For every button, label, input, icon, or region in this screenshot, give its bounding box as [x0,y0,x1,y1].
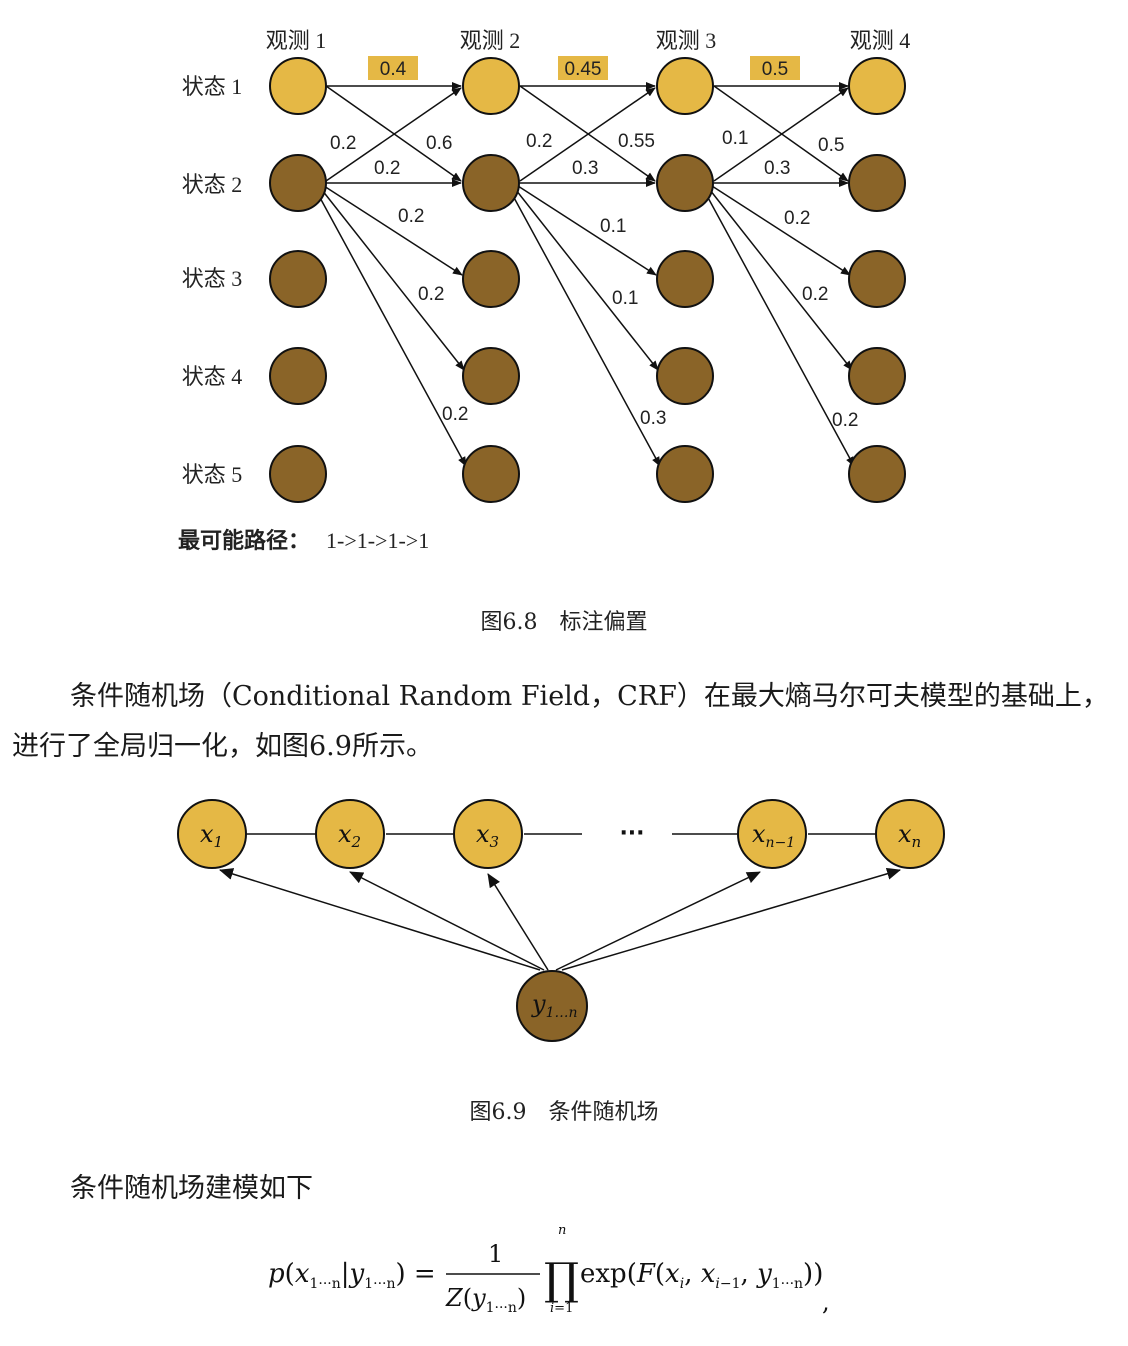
edge-label: 0.1 [722,128,748,149]
state-node [656,250,714,308]
edge-label: 0.1 [612,288,638,309]
paragraph: 条件随机场（Conditional Random Field，CRF）在最大熵马… [12,681,1109,762]
observation-label: 观测 1 [266,28,327,53]
state-node [656,445,714,503]
state-node [848,250,906,308]
figure-caption: 图6.8 标注偏置 [480,610,648,635]
dependency-arrow [349,871,545,971]
edge-arrow [713,85,849,182]
state-node [462,250,520,308]
edge-arrow [317,193,467,467]
highlight-label: 0.45 [565,59,602,80]
highlight-label: 0.5 [762,59,788,80]
edge-arrow [519,85,656,182]
path-value: 1->1->1->1 [326,528,429,553]
x-node [453,799,523,869]
edge-arrow [323,185,463,276]
state-node-gold [462,57,520,115]
state-node [656,347,714,405]
edge-arrow [711,185,851,276]
highlight-box [558,56,608,80]
state-node-gold [269,57,327,115]
svg-text:n: n [558,1223,566,1238]
svg-text:exp(F(xi, xi−1, y1···n)): exp(F(xi, xi−1, y1···n)) [580,1259,823,1292]
state-node [462,347,520,405]
ellipsis: ··· [619,821,644,846]
svg-text:p(x1···n|y1···n) =: p(x1···n|y1···n) = [268,1259,436,1292]
x-node [315,799,385,869]
edge-arrow [321,189,465,371]
edge-arrow [705,193,855,467]
svg-text:Z(y1···n): Z(y1···n) [445,1284,526,1316]
x-node [737,799,807,869]
svg-text:∏: ∏ [544,1254,579,1305]
edge-arrow [511,193,661,467]
state-label: 状态 2 [182,172,243,197]
path-label: 最可能路径： [178,528,310,553]
state-label: 状态 1 [182,74,243,99]
edge-arrow [515,189,659,371]
dependency-arrow [561,867,901,971]
figure-6-8-diagram: 观测 1 观测 2 观测 3 观测 4 状态 1 状态 2 状态 3 状态 4 … [178,28,911,553]
observation-label: 观测 3 [656,28,717,53]
x-node [875,799,945,869]
y-node [516,970,588,1042]
edge-label: 0.2 [802,284,828,305]
state-node [269,347,327,405]
svg-text:i=1: i=1 [550,1301,573,1316]
edge-arrow [713,87,849,182]
paragraph: 条件随机场建模如下 [70,1173,313,1204]
state-node [462,445,520,503]
edge-arrow [519,87,656,182]
edge-label: 0.2 [784,208,810,229]
state-node [269,154,327,212]
state-label: 状态 4 [182,364,243,389]
observation-label: 观测 4 [850,28,911,53]
dependency-arrow [219,868,541,971]
edge-label: 0.2 [374,158,400,179]
state-node [269,445,327,503]
observation-label: 观测 2 [460,28,521,53]
state-node [656,154,714,212]
edge-label: 0.3 [764,158,790,179]
edge-label: 0.3 [572,158,598,179]
edge-arrow [517,185,657,276]
x-node [177,799,247,869]
figure-caption: 图6.9 条件随机场 [469,1100,659,1125]
edge-label: 0.2 [442,404,468,425]
edge-label: 0.5 [818,135,844,156]
state-node [848,445,906,503]
edge-arrow [709,189,853,371]
state-label: 状态 3 [182,266,243,291]
state-node-gold [848,57,906,115]
highlight-box [368,56,418,80]
figure-6-9-diagram: x1 x2 x3 xn−1 xn y1…n ··· [177,799,945,1042]
highlight-box [750,56,800,80]
svg-text:1: 1 [488,1240,503,1268]
state-node [848,347,906,405]
dependency-arrow [555,871,761,971]
edge-label: 0.3 [640,408,666,429]
edge-label: 0.55 [618,131,655,152]
edge-label: 0.2 [418,284,444,305]
edge-label: 0.2 [526,131,552,152]
state-node [269,250,327,308]
edge-label: 0.2 [832,410,858,431]
edge-label: 0.2 [330,133,356,154]
edge-label: 0.6 [426,133,452,154]
state-node-gold [656,57,714,115]
svg-text:,: , [822,1288,830,1316]
state-label: 状态 5 [182,462,243,487]
edge-arrow [325,87,462,182]
crf-formula: p(x1···n|y1···n) = 1 Z(y1···n) n ∏ i=1 e… [268,1223,830,1316]
state-node [848,154,906,212]
edge-label: 0.2 [398,206,424,227]
state-node [462,154,520,212]
edge-arrow [325,85,462,182]
edge-label: 0.1 [600,216,626,237]
dependency-arrow [487,873,549,971]
highlight-label: 0.4 [380,59,407,80]
